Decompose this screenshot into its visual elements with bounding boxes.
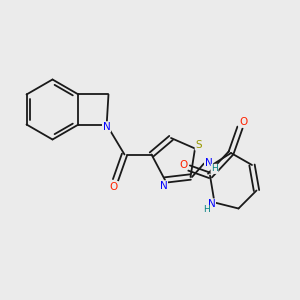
- Text: H: H: [203, 206, 209, 214]
- Text: S: S: [195, 140, 202, 150]
- Text: O: O: [179, 160, 187, 170]
- Text: N: N: [160, 181, 167, 191]
- Text: N: N: [208, 199, 215, 209]
- Text: H: H: [211, 164, 218, 173]
- Text: N: N: [103, 122, 110, 132]
- Text: O: O: [110, 182, 118, 192]
- Text: N: N: [205, 158, 212, 169]
- Text: O: O: [239, 117, 247, 127]
